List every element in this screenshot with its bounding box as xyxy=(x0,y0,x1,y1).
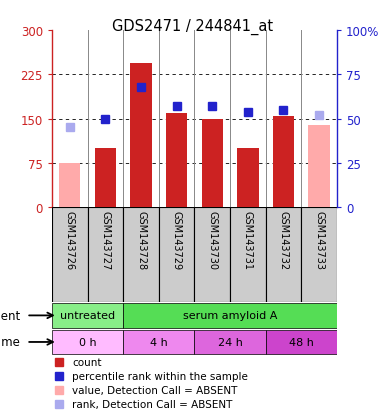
Text: count: count xyxy=(72,357,101,367)
Bar xyxy=(166,114,187,208)
Text: GSM143726: GSM143726 xyxy=(65,211,75,270)
Text: GDS2471 / 244841_at: GDS2471 / 244841_at xyxy=(112,19,273,35)
Bar xyxy=(159,208,194,302)
Bar xyxy=(95,149,116,208)
Bar xyxy=(202,119,223,208)
Bar xyxy=(130,63,152,208)
Bar xyxy=(123,304,337,328)
Bar xyxy=(301,208,337,302)
Text: GSM143729: GSM143729 xyxy=(172,211,182,270)
Text: value, Detection Call = ABSENT: value, Detection Call = ABSENT xyxy=(72,385,237,395)
Text: GSM143727: GSM143727 xyxy=(100,211,110,270)
Text: GSM143728: GSM143728 xyxy=(136,211,146,270)
Text: untreated: untreated xyxy=(60,311,115,320)
Bar xyxy=(52,330,123,354)
Text: GSM143730: GSM143730 xyxy=(207,211,217,269)
Bar xyxy=(230,208,266,302)
Bar xyxy=(194,208,230,302)
Text: rank, Detection Call = ABSENT: rank, Detection Call = ABSENT xyxy=(72,399,232,409)
Bar xyxy=(52,304,123,328)
Bar xyxy=(273,116,294,208)
Bar xyxy=(59,164,80,208)
Text: 24 h: 24 h xyxy=(218,337,243,347)
Bar xyxy=(88,208,123,302)
Text: serum amyloid A: serum amyloid A xyxy=(183,311,277,320)
Bar xyxy=(237,149,259,208)
Bar xyxy=(52,208,88,302)
Bar xyxy=(308,125,330,208)
Text: GSM143732: GSM143732 xyxy=(278,211,288,270)
Bar xyxy=(266,208,301,302)
Bar xyxy=(123,330,194,354)
Text: 48 h: 48 h xyxy=(289,337,314,347)
Text: GSM143733: GSM143733 xyxy=(314,211,324,269)
Text: 0 h: 0 h xyxy=(79,337,96,347)
Bar xyxy=(266,330,337,354)
Text: percentile rank within the sample: percentile rank within the sample xyxy=(72,371,248,381)
Text: 4 h: 4 h xyxy=(150,337,168,347)
Bar xyxy=(123,208,159,302)
Bar xyxy=(194,330,266,354)
Text: time: time xyxy=(0,336,21,349)
Text: GSM143731: GSM143731 xyxy=(243,211,253,269)
Text: agent: agent xyxy=(0,309,21,322)
